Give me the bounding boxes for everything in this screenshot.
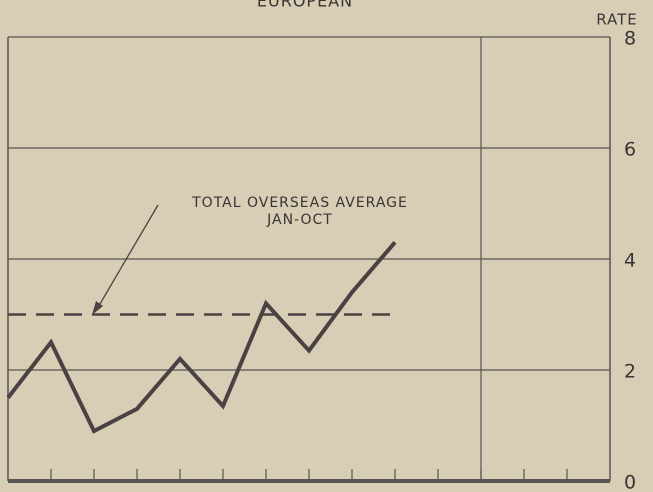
y-axis-label: RATE [596, 11, 638, 29]
y-tick-label: 4 [624, 250, 636, 272]
y-tick-label: 2 [624, 361, 636, 383]
y-tick-label: 6 [624, 139, 636, 161]
chart-title: EUROPEAN [257, 0, 353, 11]
arrow-head [92, 301, 103, 315]
annotation-arrow [96, 204, 159, 310]
y-tick-label: 8 [624, 28, 636, 50]
y-tick-label: 0 [624, 472, 636, 492]
annotation: TOTAL OVERSEAS AVERAGE [191, 195, 408, 211]
data-line [6, 241, 397, 434]
annotation: JAN-OCT [266, 212, 333, 228]
